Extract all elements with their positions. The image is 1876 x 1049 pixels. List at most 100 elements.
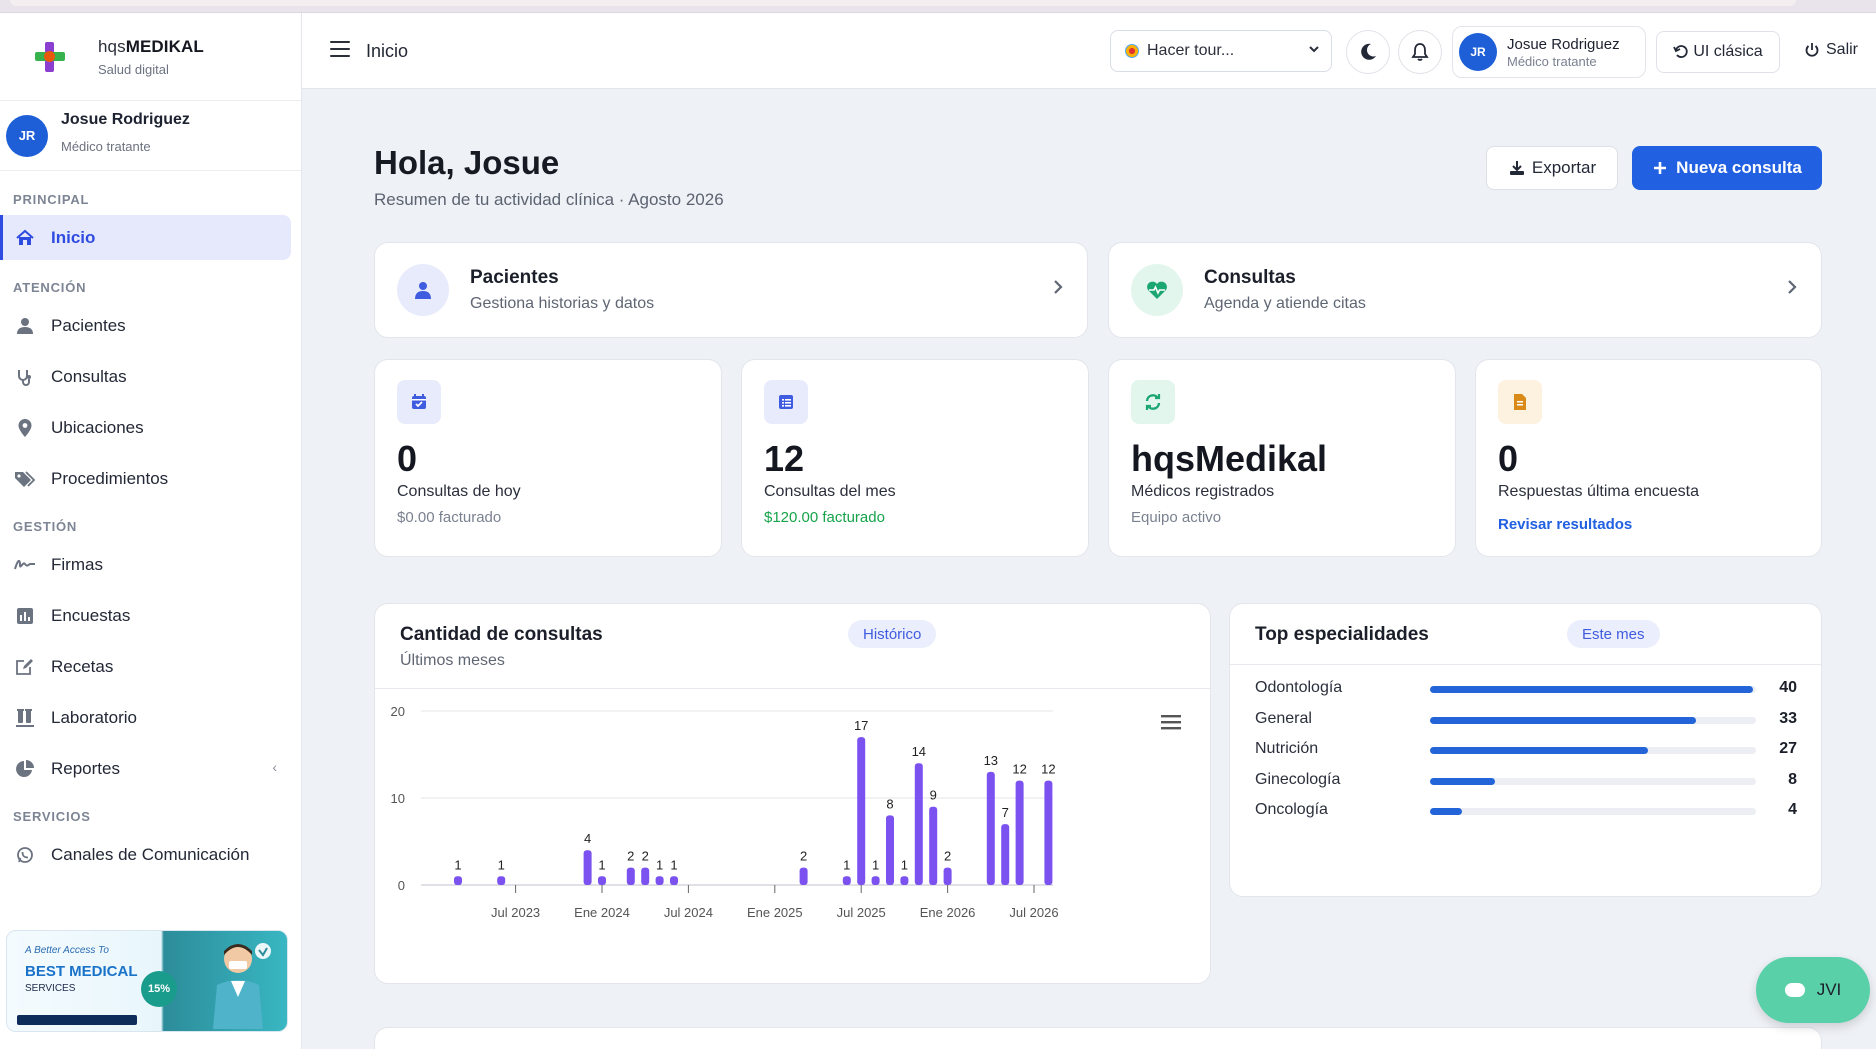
nav-section-label: PRINCIPAL — [13, 192, 90, 207]
chart-bar[interactable] — [886, 815, 894, 885]
sidebar-item-pacientes[interactable]: Pacientes — [0, 303, 291, 348]
chart-bar[interactable] — [454, 876, 462, 885]
sidebar-item-firmas[interactable]: Firmas — [0, 542, 291, 587]
chart-bar[interactable] — [929, 806, 938, 885]
specialty-bar-fill — [1430, 777, 1495, 785]
sidebar-item-canales-de-comunicacion[interactable]: Canales de Comunicación — [0, 832, 291, 877]
sidebar-item-label: Laboratorio — [51, 707, 138, 727]
x-tick-label: Ene 2026 — [920, 905, 976, 920]
specialty-count: 4 — [1788, 801, 1797, 819]
chart-bar[interactable] — [871, 876, 880, 885]
chart-bar[interactable] — [583, 850, 592, 885]
chart-bar[interactable] — [986, 771, 995, 885]
specialty-name: Ginecología — [1255, 770, 1341, 788]
chart-menu-icon[interactable] — [1160, 713, 1182, 731]
classic-ui-button[interactable]: UI clásica — [1656, 31, 1780, 73]
quick-link-consultations[interactable]: Consultas Agenda y atiende citas — [1108, 242, 1822, 338]
chart-subtitle: Últimos meses — [400, 652, 505, 669]
menu-icon[interactable] — [330, 41, 350, 57]
sidebar-item-laboratorio[interactable]: Laboratorio — [0, 695, 291, 740]
chart-bar[interactable] — [1015, 780, 1024, 885]
chart-bar[interactable] — [900, 876, 909, 885]
new-consultation-button[interactable]: Nueva consulta — [1632, 146, 1822, 190]
bar-value-label: 1 — [656, 857, 663, 872]
specialty-row[interactable]: General 33 — [1255, 708, 1797, 732]
sidebar-item-reportes[interactable]: Reportes ‹ — [0, 746, 291, 791]
stat-card-today[interactable]: 0 Consultas de hoy $0.00 facturado — [374, 359, 722, 557]
chat-button[interactable]: JVI — [1756, 957, 1870, 1023]
sidebar-item-inicio[interactable]: Inicio — [0, 215, 291, 260]
specialty-row[interactable]: Ginecología 8 — [1255, 769, 1797, 793]
specialty-row[interactable]: Oncología 4 — [1255, 799, 1797, 823]
brand-name-bold: MEDIKAL — [125, 36, 204, 56]
specialty-bar-fill — [1430, 686, 1753, 693]
bar-value-label: 7 — [1002, 805, 1009, 820]
stat-card-doctors[interactable]: hqsMedikal Médicos registrados Equipo ac… — [1108, 359, 1456, 557]
chart-bar[interactable] — [914, 763, 923, 885]
promo-badge: 15% — [141, 971, 177, 1007]
sidebar-user[interactable]: JR Josue Rodriguez Médico tratante — [0, 101, 301, 171]
sidebar-item-label: Reportes — [51, 758, 120, 778]
chart-bar[interactable] — [842, 876, 851, 885]
user-icon — [14, 315, 36, 337]
brand[interactable]: hqsMEDIKAL Salud digital — [0, 13, 301, 101]
bar-value-label: 1 — [454, 857, 461, 872]
user-menu[interactable]: JR Josue Rodriguez Médico tratante — [1452, 26, 1646, 78]
quick-link-patients[interactable]: Pacientes Gestiona historias y datos — [374, 242, 1088, 338]
download-icon — [1509, 161, 1524, 175]
notifications-button[interactable] — [1398, 30, 1442, 74]
topbar: Inicio Hacer tour... JR Josue Rodriguez … — [302, 13, 1876, 89]
tour-select[interactable]: Hacer tour... — [1110, 30, 1332, 72]
stat-card-survey[interactable]: 0 Respuestas última encuesta Revisar res… — [1475, 359, 1822, 557]
sidebar-item-recetas[interactable]: Recetas — [0, 644, 291, 689]
sidebar-item-label: Recetas — [51, 656, 114, 676]
review-results-link[interactable]: Revisar resultados — [1498, 516, 1633, 533]
chart-bar[interactable] — [598, 876, 606, 885]
page-title: Inicio — [366, 41, 409, 61]
x-tick-label: Jul 2023 — [491, 905, 540, 920]
consultations-chart-card: Cantidad de consultas Últimos meses Hist… — [374, 603, 1211, 984]
dark-mode-button[interactable] — [1346, 30, 1390, 74]
top-specialties-card: Top especialidades Este mes Odontología … — [1229, 603, 1822, 897]
chart-bar[interactable] — [799, 867, 808, 885]
chart-bar[interactable] — [497, 876, 506, 885]
chart-bar[interactable] — [857, 737, 866, 885]
sidebar-item-label: Ubicaciones — [51, 417, 144, 437]
promo-footer-bar — [17, 1015, 137, 1025]
sidebar-item-ubicaciones[interactable]: Ubicaciones — [0, 405, 291, 450]
specialty-row[interactable]: Odontología 40 — [1255, 677, 1797, 701]
promo-banner[interactable]: A Better Access To BEST MEDICAL SERVICES… — [6, 930, 288, 1032]
topbar-user-name: Josue Rodriguez — [1507, 35, 1620, 53]
x-tick-label: Ene 2025 — [747, 905, 803, 920]
historic-tag[interactable]: Histórico — [848, 620, 937, 648]
x-tick-label: Jul 2025 — [837, 905, 886, 920]
sidebar-item-procedimientos[interactable]: Procedimientos — [0, 456, 291, 501]
this-month-tag[interactable]: Este mes — [1567, 620, 1660, 648]
chart-bar[interactable] — [1044, 780, 1053, 885]
stat-card-month[interactable]: 12 Consultas del mes $120.00 facturado — [741, 359, 1089, 557]
chart-bar[interactable] — [1001, 824, 1010, 885]
sidebar-item-consultas[interactable]: Consultas — [0, 354, 291, 399]
sidebar-item-encuestas[interactable]: Encuestas — [0, 593, 291, 638]
chevron-right-icon — [1788, 280, 1797, 294]
quick-link-subtitle: Gestiona historias y datos — [470, 295, 655, 312]
specialty-bar-track — [1430, 747, 1756, 755]
browser-strip — [0, 0, 1876, 13]
specialty-bar-fill — [1430, 808, 1463, 816]
promo-line2: BEST MEDICAL — [25, 963, 138, 980]
chart-bar[interactable] — [641, 867, 650, 885]
chart-bar[interactable] — [943, 867, 952, 885]
bar-value-label: 13 — [984, 753, 998, 768]
logout-button[interactable]: Salir — [1804, 41, 1858, 59]
bar-value-label: 12 — [1012, 762, 1026, 777]
export-label: Exportar — [1531, 158, 1597, 177]
export-button[interactable]: Exportar — [1486, 146, 1618, 190]
chevron-down-icon — [1309, 46, 1319, 53]
chart-bar[interactable] — [670, 876, 678, 885]
specialty-row[interactable]: Nutrición 27 — [1255, 738, 1797, 762]
file-icon — [1498, 380, 1542, 424]
chart-bar[interactable] — [626, 867, 635, 885]
bar-value-label: 1 — [598, 857, 605, 872]
chart-bar[interactable] — [655, 876, 664, 885]
bar-value-label: 8 — [886, 796, 893, 811]
